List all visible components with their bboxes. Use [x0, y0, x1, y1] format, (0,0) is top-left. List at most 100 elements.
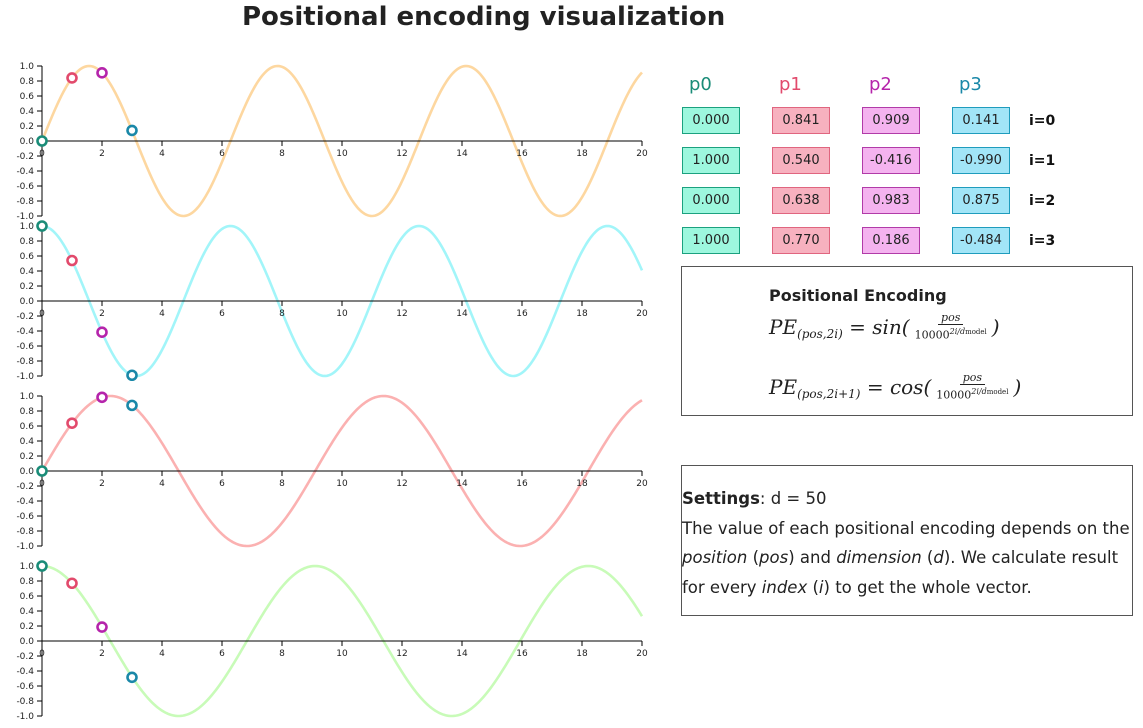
y-tick-label: 0.6: [20, 252, 35, 262]
settings-text: Settings: d = 50 The value of each positi…: [682, 484, 1132, 602]
row-label-i0: i=0: [1029, 113, 1056, 129]
den-exp: 2i/d: [971, 387, 987, 396]
y-tick-label: -0.6: [16, 682, 34, 692]
page-title: Positional encoding visualization: [242, 2, 726, 32]
data-point-p2: [96, 67, 108, 79]
x-tick-label: 14: [456, 309, 468, 319]
y-tick-label: -0.8: [16, 697, 34, 707]
cell-r2-p2: 0.983: [862, 187, 920, 214]
x-tick-label: 20: [636, 649, 648, 659]
y-tick-label: -1.0: [16, 212, 34, 222]
y-tick-label: -0.8: [16, 197, 34, 207]
cell-r0-p3: 0.141: [952, 107, 1010, 134]
formula-eq: = cos(: [860, 374, 932, 399]
x-tick-label: 14: [456, 149, 468, 159]
formula-title: Positional Encoding: [769, 286, 947, 305]
y-tick-label: 0.4: [20, 437, 35, 447]
cell-r1-p3: -0.990: [952, 147, 1010, 174]
x-tick-label: 8: [279, 479, 285, 489]
x-tick-label: 18: [576, 479, 588, 489]
data-point-p1: [66, 254, 78, 267]
formula-sub: (pos,2i+1): [797, 386, 861, 401]
y-tick-label: 0.4: [20, 267, 35, 277]
y-tick-label: 1.0: [20, 222, 35, 232]
y-tick-label: -1.0: [16, 372, 34, 382]
charts-svg: 1.0 0.8 0.6 0.4 0.2 0.0 -0.2 -0.4 -0.6 -0.8 -1.0 0 2…: [16, 62, 648, 722]
data-point-p3: [126, 369, 138, 382]
x-tick-label: 20: [636, 479, 648, 489]
formula-numerator: pos: [938, 311, 964, 325]
y-tick-label: -0.6: [16, 182, 34, 192]
data-point-p3: [126, 399, 138, 412]
x-tick-label: 12: [396, 149, 407, 159]
y-tick-label: 0.6: [20, 592, 35, 602]
x-tick-label: 6: [219, 309, 225, 319]
den-sub: model: [965, 328, 987, 336]
y-tick-label: 0.6: [20, 422, 35, 432]
y-tick-label: -0.4: [16, 327, 34, 337]
y-tick-label: -0.4: [16, 667, 34, 677]
x-tick-label: 18: [576, 309, 588, 319]
y-tick-label: 0.2: [20, 452, 34, 462]
den-base: 10000: [936, 388, 972, 402]
x-tick-label: 10: [336, 479, 348, 489]
chart-2: 1.0 0.8 0.6 0.4 0.2 0.0 -0.2 -0.4 -0.6 -0.8 -1.0 0 2…: [16, 391, 648, 552]
settings-t2: position: [682, 548, 748, 567]
y-tick-label: -0.6: [16, 512, 34, 522]
x-tick-label: 6: [219, 649, 225, 659]
y-tick-label: 0.2: [20, 282, 34, 292]
formula-box: Positional Encoding PE (pos,2i) = sin( p…: [681, 266, 1133, 416]
settings-t11: (: [807, 577, 819, 597]
y-tick-label: 0.8: [20, 407, 35, 417]
cell-r1-p2: -0.416: [862, 147, 920, 174]
y-tick-label: -1.0: [16, 712, 34, 722]
y-tick-label: 1.0: [20, 562, 35, 572]
formula-lhs: PE: [769, 314, 798, 339]
settings-value: : d = 50: [759, 489, 827, 508]
y-tick-label: -0.2: [16, 652, 34, 662]
y-tick-label: 0.0: [20, 467, 35, 477]
formula-sub: (pos,2i): [797, 326, 843, 341]
cell-r2-p0: 0.000: [682, 187, 740, 214]
col-head-p2: p2: [869, 74, 892, 95]
x-tick-label: 12: [396, 309, 407, 319]
data-point-p2: [96, 326, 108, 339]
x-tick-label: 6: [219, 149, 225, 159]
y-tick-label: -0.4: [16, 167, 34, 177]
x-tick-label: 4: [159, 479, 165, 489]
y-tick-label: 0.8: [20, 77, 35, 87]
x-tick-label: 10: [336, 309, 348, 319]
data-point-p0: [36, 220, 48, 232]
x-tick-label: 6: [219, 479, 225, 489]
y-tick-label: -0.2: [16, 152, 34, 162]
series-line-0: [40, 64, 643, 218]
formula-denominator: 100002i/dmodel: [933, 385, 1011, 403]
x-tick-label: 16: [516, 309, 528, 319]
y-tick-label: 1.0: [20, 392, 35, 402]
formula-fraction: pos 100002i/dmodel: [912, 311, 990, 343]
data-point-p1: [66, 417, 78, 429]
x-tick-label: 2: [99, 309, 105, 319]
settings-label: Settings: [682, 489, 760, 508]
y-tick-label: -0.2: [16, 482, 34, 492]
series-line-1: [41, 224, 644, 378]
formula-fraction: pos 100002i/dmodel: [933, 371, 1011, 403]
y-tick-label: 0.0: [20, 137, 35, 147]
x-tick-label: 0: [39, 149, 45, 159]
settings-t6: dimension: [836, 548, 922, 567]
x-tick-label: 16: [516, 149, 528, 159]
x-tick-label: 20: [636, 309, 648, 319]
x-tick-label: 0: [39, 309, 45, 319]
x-tick-label: 10: [336, 649, 348, 659]
cell-r1-p0: 1.000: [682, 147, 740, 174]
x-tick-label: 8: [279, 149, 285, 159]
x-tick-label: 2: [99, 479, 105, 489]
data-point-p2: [96, 391, 108, 404]
row-label-i1: i=1: [1029, 153, 1056, 169]
y-tick-label: 0.0: [20, 637, 35, 647]
den-base: 10000: [914, 328, 950, 342]
cell-r3-p2: 0.186: [862, 227, 920, 254]
x-tick-label: 2: [99, 149, 105, 159]
x-tick-label: 8: [279, 649, 285, 659]
data-point-p0: [36, 135, 48, 147]
